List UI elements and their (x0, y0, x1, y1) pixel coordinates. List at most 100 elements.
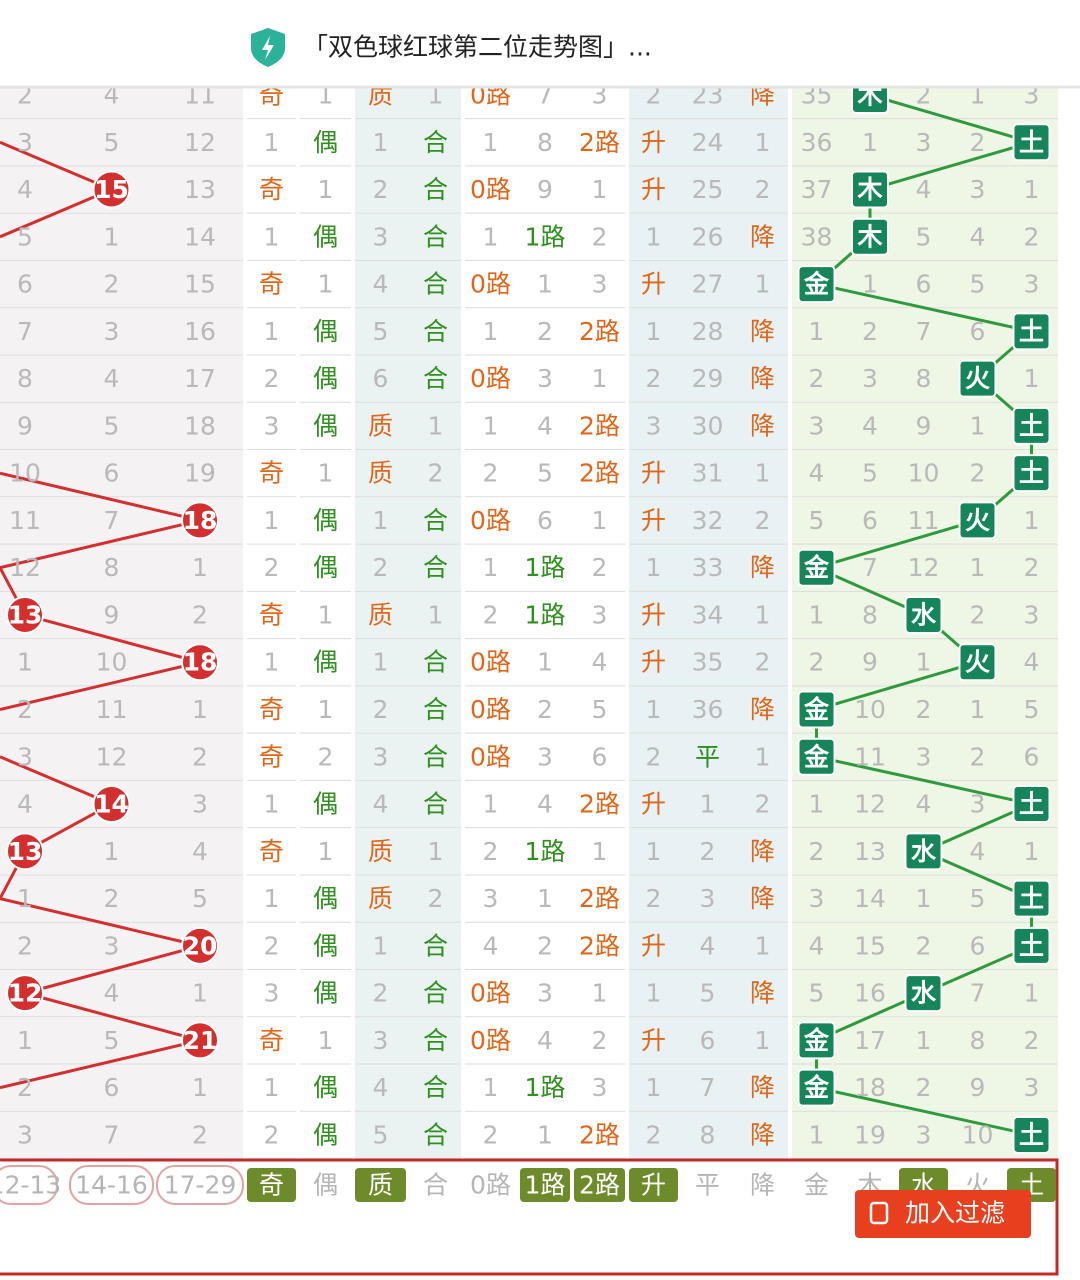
element-label: 金 (803, 1026, 830, 1055)
button-label[interactable]: 加入过滤 (905, 1199, 1005, 1228)
element-label: 火 (965, 648, 990, 677)
column-bg (353, 70, 408, 1160)
filter-pill[interactable] (69, 1165, 154, 1205)
cell: 1 (862, 128, 878, 157)
cell: 4 (970, 222, 986, 251)
element-box (797, 690, 836, 729)
element-box (1012, 879, 1051, 918)
cell: 2 (809, 364, 825, 393)
filter-option[interactable]: 偶 (313, 1171, 338, 1200)
filter-option[interactable]: 合 (423, 1171, 448, 1200)
filter-option[interactable]: 降 (750, 1171, 775, 1200)
filter-option[interactable]: 质 (368, 1171, 393, 1200)
filter-pill[interactable] (629, 1168, 678, 1202)
filter-pill[interactable] (0, 1165, 58, 1205)
cell: 3 (264, 411, 280, 440)
filter-option[interactable]: 金 (804, 1171, 829, 1200)
cell: 1 (264, 222, 280, 251)
cell: 1 (373, 648, 389, 677)
cell: 2 (970, 742, 986, 771)
cell: 12 (854, 790, 886, 819)
element-box (958, 643, 997, 682)
element-label: 土 (1019, 1120, 1044, 1149)
trend-line (0, 755, 113, 806)
cell: 1 (755, 270, 771, 299)
cell: 奇 (259, 695, 284, 724)
filter-pill[interactable] (247, 1168, 296, 1202)
cell: 1 (483, 222, 499, 251)
cell: 4 (809, 459, 825, 488)
filter-option[interactable]: 17-29 (164, 1171, 237, 1200)
cell: 1 (809, 790, 825, 819)
column-bg (1005, 70, 1058, 1160)
cell: 3 (646, 411, 662, 440)
cell: 偶 (313, 1120, 338, 1149)
filter-pill[interactable] (156, 1165, 244, 1205)
cell: 1 (755, 931, 771, 960)
cell: 9 (17, 411, 33, 440)
filter-option[interactable]: 0路 (470, 1171, 511, 1200)
cell: 1 (318, 175, 334, 204)
red-ball (181, 1021, 219, 1060)
cell: 奇 (259, 270, 284, 299)
cell: 9 (862, 648, 878, 677)
cell: 1 (264, 790, 280, 819)
filter-option[interactable]: 14-16 (75, 1171, 148, 1200)
cell: 12 (184, 128, 216, 157)
cell: 1 (264, 128, 280, 157)
filter-pill[interactable] (520, 1168, 570, 1202)
cell: 4 (17, 790, 33, 819)
trend-line (24, 944, 201, 995)
cell: 18 (854, 1073, 886, 1102)
cell: 1路 (525, 837, 566, 866)
cell: 5 (809, 979, 825, 1008)
trend-line (0, 518, 201, 570)
cell: 5 (17, 222, 33, 251)
filter-option[interactable]: 平 (695, 1171, 720, 1200)
trend-line (24, 613, 201, 664)
cell: 1 (318, 695, 334, 724)
filter-option[interactable]: 2路 (579, 1171, 620, 1200)
cell: 26 (692, 222, 724, 251)
cell: 2 (104, 270, 120, 299)
cell: 2 (428, 459, 444, 488)
filter-pill[interactable] (574, 1168, 625, 1202)
filter-option[interactable]: 升 (641, 1171, 666, 1200)
element-box (1012, 454, 1051, 493)
cell: 4 (809, 931, 825, 960)
filter-pill[interactable] (355, 1168, 406, 1202)
cell: 5 (970, 884, 986, 913)
cell: 1 (192, 553, 208, 582)
filter-option[interactable]: 12-13 (0, 1171, 61, 1200)
cell: 4 (862, 411, 878, 440)
cell: 1 (592, 364, 608, 393)
cell: 偶 (313, 884, 338, 913)
ball-number: 20 (183, 931, 218, 960)
trend-line (816, 282, 1032, 333)
cell: 3 (592, 600, 608, 629)
cell: 合 (423, 931, 448, 960)
filter-option[interactable]: 1路 (525, 1171, 566, 1200)
cell: 2 (428, 884, 444, 913)
cell: 1 (809, 1120, 825, 1149)
cell: 3 (17, 742, 33, 771)
cell: 30 (692, 411, 724, 440)
cell: 1路 (525, 553, 566, 582)
cell: 0路 (470, 742, 511, 771)
cell: 8 (537, 128, 553, 157)
cell: 1 (700, 790, 716, 819)
cell: 4 (104, 364, 120, 393)
cell: 1 (646, 1073, 662, 1102)
cell: 4 (483, 931, 499, 960)
cell: 8 (700, 1120, 716, 1149)
cell: 升 (641, 506, 666, 535)
cell: 1 (970, 553, 986, 582)
element-label: 土 (1019, 411, 1044, 440)
trend-line (816, 755, 1032, 806)
cell: 0路 (470, 175, 511, 204)
cell: 1 (592, 175, 608, 204)
cell: 降 (750, 222, 775, 251)
add-filter-button[interactable] (855, 1190, 1031, 1238)
cell: 降 (750, 317, 775, 346)
filter-option[interactable]: 奇 (259, 1171, 284, 1200)
